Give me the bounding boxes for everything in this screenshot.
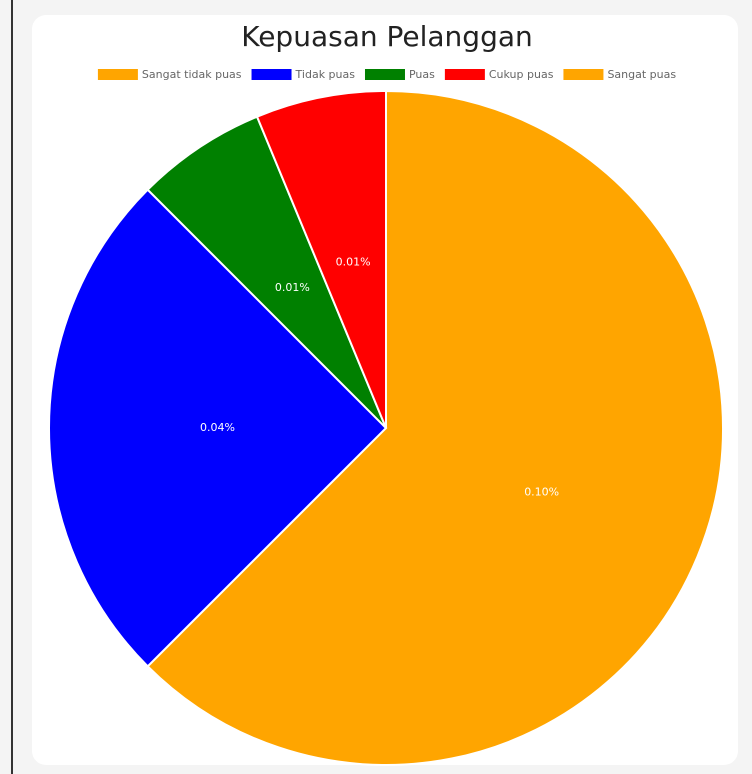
legend-swatch — [251, 69, 292, 80]
pie-slice — [146, 115, 387, 429]
legend-label: Puas — [409, 68, 435, 81]
legend-label: Cukup puas — [489, 68, 554, 81]
pie-slice — [48, 188, 388, 668]
legend-swatch — [364, 69, 405, 80]
slice-label: 0.01% — [275, 281, 310, 294]
slice-label: 0.10% — [524, 485, 559, 498]
chart-title: Kepuasan Pelanggan — [241, 20, 533, 53]
legend-label: Tidak puas — [295, 68, 356, 81]
legend-swatch — [444, 69, 485, 80]
legend-label: Sangat tidak puas — [142, 68, 242, 81]
slice-label: 0.04% — [200, 421, 235, 434]
left-border — [11, 0, 13, 774]
slice-label: 0.01% — [336, 256, 371, 269]
legend-swatch — [563, 69, 604, 80]
pie-slice — [255, 89, 387, 429]
pie-slice — [146, 89, 724, 766]
legend-swatch — [97, 69, 138, 80]
legend-label: Sangat puas — [607, 68, 676, 81]
